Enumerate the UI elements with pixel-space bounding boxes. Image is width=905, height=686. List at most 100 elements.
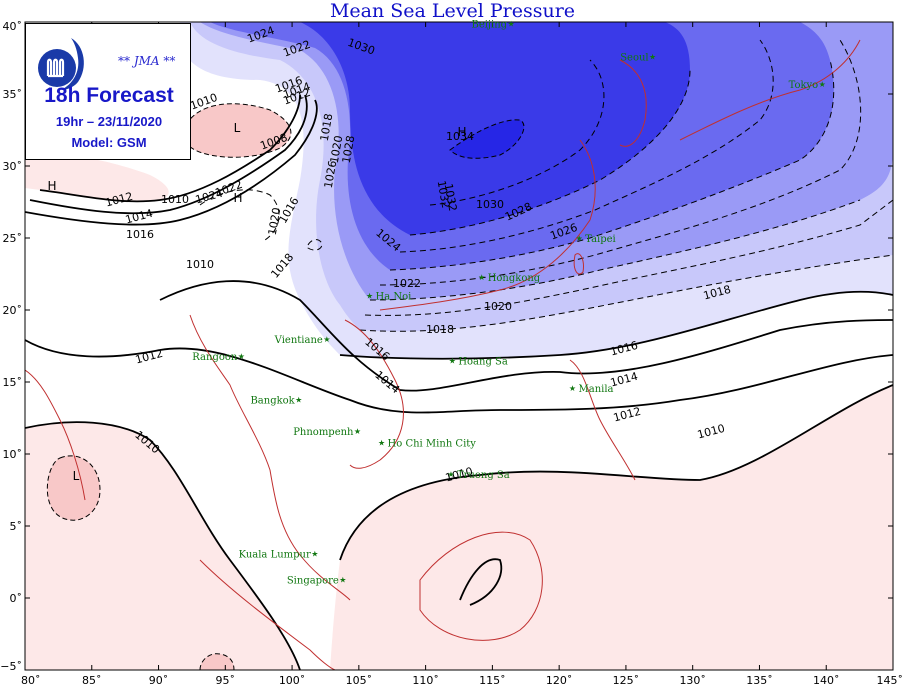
lon-tick-label: 85˚: [82, 674, 102, 686]
city-marker-icon: ★: [323, 335, 330, 344]
isobar-label: 1018: [426, 323, 454, 336]
isobar-tibet-3: [25, 99, 318, 226]
city-marker-icon: ★: [311, 549, 318, 558]
city-label: Hoang Sa: [458, 356, 508, 367]
isobar-1028: [399, 39, 774, 253]
lat-tick-label: 30˚: [3, 160, 23, 173]
isobar-label: 1010: [186, 258, 214, 271]
coast-indochina: [189, 314, 351, 601]
coast-india: [25, 369, 86, 501]
forecast-time: 19hr – 23/11/2020: [55, 114, 163, 129]
coast-vietnam: [344, 319, 404, 469]
coast-china: [379, 139, 596, 311]
city-marker-icon: ★: [576, 234, 583, 243]
city-marker-icon: ★: [295, 395, 302, 404]
lon-tick-label: 145˚: [877, 674, 904, 686]
isobar-1010-borneo: [459, 558, 503, 606]
city-label: Phnompenh: [293, 427, 354, 438]
isobar-1032: [429, 59, 605, 206]
forecast-info-box: ** JMA ** 18h Forecast 19hr – 23/11/2020…: [25, 23, 191, 160]
city-marker-icon: ★: [354, 427, 361, 436]
low-zone-northwest: [25, 153, 169, 202]
map-title: Mean Sea Level Pressure: [329, 0, 576, 22]
lon-tick-label: 130˚: [679, 674, 706, 686]
isobar-label: 1018: [318, 112, 336, 142]
map-frame: [24, 21, 894, 671]
city-label: Vientiane: [274, 335, 323, 346]
city-marker-icon: ★: [478, 273, 485, 282]
isobar-label: 1030: [476, 198, 504, 211]
city-label: Bangkok: [250, 395, 295, 406]
lon-tick-label: 100˚: [279, 674, 306, 686]
isobar-1018: [359, 254, 893, 332]
agency-label: ** JMA **: [118, 54, 176, 68]
city-marker-icon: ★: [507, 19, 514, 28]
city-marker-icon: ★: [339, 575, 346, 584]
city-label: Tokyo: [789, 80, 819, 91]
high-center-marker: H: [47, 179, 56, 193]
isobar-label: 1034: [446, 130, 474, 143]
isobar-1010-west: [25, 421, 301, 670]
city-marker-icon: ★: [819, 80, 826, 89]
city-label: Manila: [579, 384, 614, 395]
isobar-1016: [339, 290, 893, 360]
city-label: Taipei: [585, 234, 616, 245]
city-marker-icon: ★: [569, 384, 576, 393]
isobar-label: 1022: [393, 277, 421, 290]
isobar-label: 1020: [484, 300, 512, 313]
city-label: Ha Noi: [376, 292, 412, 303]
coast-sumatra: [199, 559, 336, 670]
high-1034-core: [449, 119, 525, 159]
lat-tick-label: 10˚: [3, 448, 23, 461]
isobar-1024: [379, 39, 862, 286]
low-zone-tibet: [182, 103, 292, 158]
lon-tick-label: 90˚: [149, 674, 169, 686]
isobar-1012: [25, 339, 893, 414]
lat-tick-label: 25˚: [3, 232, 23, 245]
lon-tick-label: 115˚: [479, 674, 506, 686]
coast-korea: [619, 59, 647, 147]
lon-tick-label: 105˚: [346, 674, 373, 686]
lat-tick-label: 40˚: [3, 20, 23, 33]
lat-tick-label: 0˚: [10, 592, 23, 605]
isobar-label: 1032: [442, 182, 460, 212]
high-center-marker: H: [457, 125, 466, 139]
isobar-1026: [389, 59, 835, 271]
low-center-marker: L: [234, 121, 241, 135]
isobar-tibet-2: [29, 94, 308, 215]
isobar-tibet-1: [39, 94, 301, 203]
coast-taiwan: [573, 253, 584, 275]
isobar-1030: [409, 69, 691, 236]
city-label: Beijing: [471, 19, 507, 30]
city-marker-icon: ★: [449, 356, 456, 365]
city-label: Kuala Lumpur: [239, 549, 311, 560]
city-label: Hongkong: [488, 273, 541, 284]
city-label: Truong Sa: [457, 470, 510, 481]
city-marker-icon: ★: [447, 470, 454, 479]
high-center-marker: H: [233, 191, 242, 205]
forecast-model: Model: GSM: [71, 135, 147, 150]
city-label: Rangoon: [192, 352, 238, 363]
city-label: Seoul: [620, 53, 648, 64]
city-marker-icon: ★: [366, 292, 373, 301]
city-marker-icon: ★: [238, 352, 245, 361]
isobar-label: 1028: [340, 134, 358, 164]
jma-logo-icon: [38, 38, 84, 90]
lon-tick-label: 80˚: [21, 674, 41, 686]
lon-tick-label: 120˚: [546, 674, 573, 686]
forecast-title: 18h Forecast: [44, 84, 174, 107]
lon-tick-label: 95˚: [216, 674, 236, 686]
coast-philippines: [569, 359, 636, 481]
isobar-1014: [159, 280, 893, 392]
isobar-1022: [369, 199, 861, 301]
lon-tick-label: 135˚: [746, 674, 773, 686]
lat-tick-label: 5˚: [10, 520, 23, 533]
isobar-label: 1020: [328, 134, 346, 164]
city-label: Ho Chi Minh City: [388, 438, 477, 449]
isobar-label: 1016: [126, 228, 154, 241]
isobar-label: 1032: [435, 179, 453, 209]
lat-tick-label: 35˚: [3, 88, 23, 101]
isobar-label: 1026: [322, 159, 340, 189]
lon-tick-label: 125˚: [613, 674, 640, 686]
